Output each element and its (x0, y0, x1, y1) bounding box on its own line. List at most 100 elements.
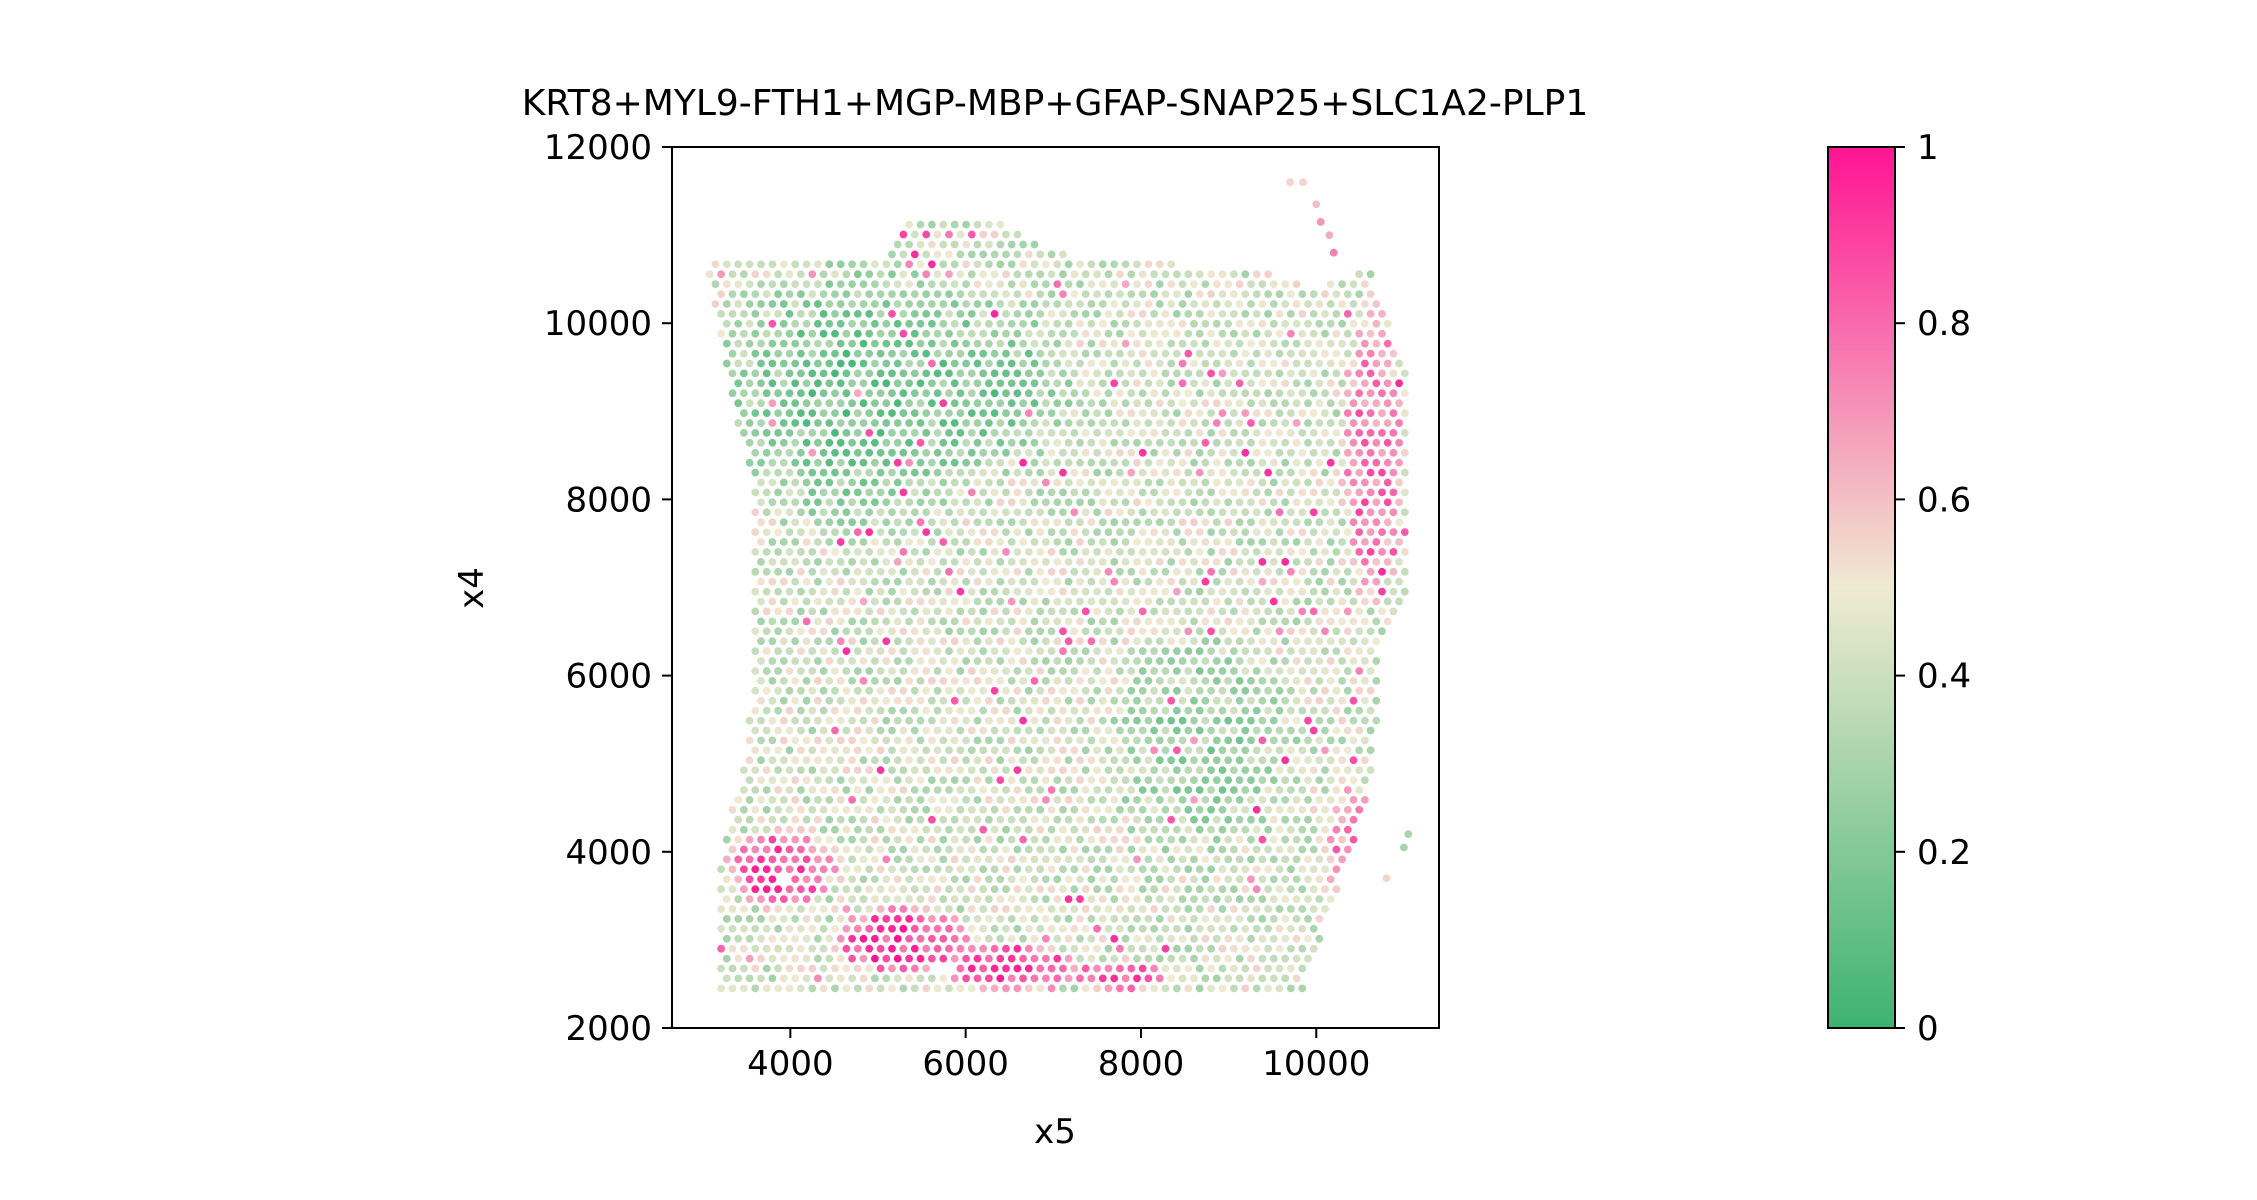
spot (1354, 626, 1364, 636)
spot (1252, 686, 1262, 696)
spot (1354, 765, 1364, 775)
spot (1229, 785, 1239, 795)
spot (841, 606, 851, 616)
spot (1275, 388, 1285, 398)
spot (898, 646, 908, 656)
spot (870, 775, 880, 785)
spot (1058, 289, 1068, 299)
spot (847, 358, 857, 368)
spot (1189, 358, 1199, 368)
spot (1041, 458, 1051, 468)
spot (1229, 844, 1239, 854)
spot (790, 438, 800, 448)
spot (779, 696, 789, 706)
spot (1030, 795, 1040, 805)
spot (921, 725, 931, 735)
spot (870, 418, 880, 428)
spot (1275, 468, 1285, 478)
spot (824, 795, 834, 805)
spot (1292, 438, 1302, 448)
spot (978, 468, 988, 478)
spot (1235, 835, 1245, 845)
spot (950, 795, 960, 805)
spot (1143, 656, 1153, 666)
spot (990, 666, 1000, 676)
spot (1104, 706, 1114, 716)
spot (1269, 735, 1279, 745)
spot (1337, 775, 1347, 785)
spot (1371, 438, 1381, 448)
spot (870, 596, 880, 606)
spot (1206, 606, 1216, 616)
spot (915, 299, 925, 309)
spot (1104, 785, 1114, 795)
spot (870, 854, 880, 864)
spot (1349, 438, 1359, 448)
spot (784, 368, 794, 378)
spot (1297, 706, 1307, 716)
spot (1189, 497, 1199, 507)
spot (819, 428, 829, 438)
spot (938, 517, 948, 527)
spot (1326, 696, 1336, 706)
spot (927, 854, 937, 864)
spot (1371, 696, 1381, 706)
spot (762, 725, 772, 735)
spot (1126, 904, 1136, 914)
spot (938, 398, 948, 408)
spot (1121, 775, 1131, 785)
spot (1161, 626, 1171, 636)
spot (1195, 924, 1205, 934)
spot (1360, 358, 1370, 368)
spot (1064, 755, 1074, 765)
spot (1047, 646, 1057, 656)
spot (790, 795, 800, 805)
spot (767, 418, 777, 428)
spot (1240, 606, 1250, 616)
spot (1297, 349, 1307, 359)
spot (1218, 963, 1228, 973)
spot (1349, 299, 1359, 309)
spot (1292, 299, 1302, 309)
spot (1001, 626, 1011, 636)
spot (1286, 765, 1296, 775)
spot (813, 894, 823, 904)
spot (938, 220, 948, 230)
spot (1126, 805, 1136, 815)
spot (1052, 517, 1062, 527)
spot (779, 636, 789, 646)
spot (1349, 358, 1359, 368)
spot (1309, 606, 1319, 616)
spot (847, 716, 857, 726)
spot (1275, 646, 1285, 656)
spot (1229, 745, 1239, 755)
spot (813, 537, 823, 547)
spot (790, 477, 800, 487)
spot (1075, 438, 1085, 448)
spot (1206, 904, 1216, 914)
spot (750, 785, 760, 795)
spot (1314, 537, 1324, 547)
spot (1109, 596, 1119, 606)
spot (1001, 507, 1011, 517)
spot (1069, 646, 1079, 656)
spot (1138, 884, 1148, 894)
spot (796, 289, 806, 299)
spot (1041, 358, 1051, 368)
spot (767, 874, 777, 884)
spot (887, 349, 897, 359)
spot (1320, 507, 1330, 517)
spot (1320, 745, 1330, 755)
spot (1001, 269, 1011, 279)
spot (972, 795, 982, 805)
spot (841, 428, 851, 438)
spot (1183, 725, 1193, 735)
spot (1263, 289, 1273, 299)
spot (1200, 973, 1210, 983)
spot (1155, 299, 1165, 309)
spot (898, 924, 908, 934)
spot (904, 954, 914, 964)
spot (1149, 329, 1159, 339)
spot (1172, 745, 1182, 755)
spot (1024, 289, 1034, 299)
